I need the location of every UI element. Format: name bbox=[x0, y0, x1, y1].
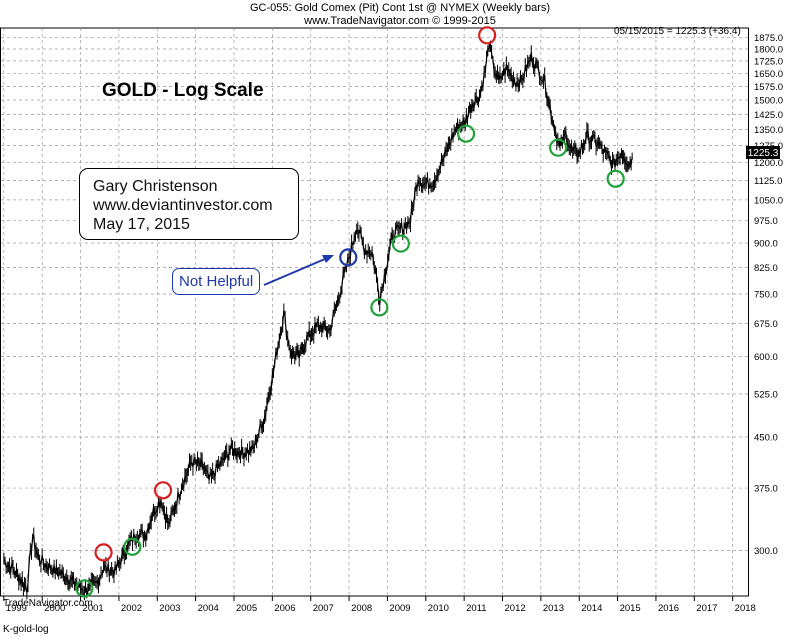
x-tick-label: 2011 bbox=[466, 603, 486, 614]
x-tick-label: 2010 bbox=[428, 603, 449, 614]
blue-circle-marker bbox=[339, 248, 358, 267]
y-tick-label: 600.0 bbox=[754, 352, 778, 363]
chart-markers bbox=[75, 26, 625, 598]
not-helpful-callout: Not Helpful bbox=[172, 268, 261, 295]
x-tick-label: 2017 bbox=[696, 603, 717, 614]
chart-header-line2: www.TradeNavigator.com © 1999-2015 bbox=[304, 15, 496, 27]
y-tick-label: 1875.0 bbox=[754, 33, 783, 44]
author-name: Gary Christenson bbox=[93, 178, 218, 195]
green-circle-marker bbox=[123, 537, 142, 556]
green-circle-marker bbox=[456, 124, 476, 143]
green-circle-marker bbox=[606, 169, 625, 188]
x-tick-label: 2006 bbox=[274, 603, 295, 614]
x-tick-label: 2009 bbox=[389, 603, 410, 614]
author-note-box: Gary Christenson www.deviantinvestor.com… bbox=[79, 168, 299, 240]
red-circle-marker bbox=[94, 543, 113, 562]
green-circle-marker bbox=[549, 138, 568, 157]
y-tick-label: 1800.0 bbox=[754, 44, 783, 55]
y-tick-label: 1725.0 bbox=[754, 56, 783, 67]
x-tick-label: 1999 bbox=[6, 603, 27, 614]
x-tick-label: 2018 bbox=[735, 603, 756, 614]
y-tick-label: 975.0 bbox=[754, 216, 778, 227]
y-tick-label: 825.0 bbox=[754, 263, 778, 274]
footer-source: TradeNavigator.com bbox=[3, 598, 93, 609]
chart-grid bbox=[0, 27, 749, 597]
y-tick-label: 1425.0 bbox=[754, 110, 783, 121]
author-date: May 17, 2015 bbox=[93, 216, 190, 233]
x-tick-label: 2012 bbox=[505, 603, 526, 614]
not-helpful-arrow-line bbox=[263, 255, 333, 286]
y-tick-label: 750.0 bbox=[754, 290, 778, 301]
not-helpful-arrowhead bbox=[322, 255, 334, 263]
red-circle-marker bbox=[478, 26, 497, 45]
price-series bbox=[3, 40, 633, 601]
author-website: www.deviantinvestor.com bbox=[93, 197, 273, 214]
x-tick-label: 2001 bbox=[83, 603, 104, 614]
x-tick-label: 2013 bbox=[543, 603, 564, 614]
y-tick-label: 1125.0 bbox=[754, 176, 782, 187]
y-tick-label: 1650.0 bbox=[754, 69, 783, 80]
chart-annotation-title: GOLD - Log Scale bbox=[102, 80, 264, 101]
y-tick-label: 525.0 bbox=[754, 389, 778, 400]
x-tick-label: 2014 bbox=[581, 603, 602, 614]
x-tick-label: 2000 bbox=[44, 603, 65, 614]
y-tick-label: 1575.0 bbox=[754, 82, 783, 93]
y-tick-label: 1050.0 bbox=[754, 195, 783, 206]
y-tick-label: 1500.0 bbox=[754, 96, 783, 107]
x-tick-label: 2004 bbox=[198, 603, 219, 614]
x-tick-label: 2003 bbox=[159, 603, 180, 614]
x-tick-label: 2005 bbox=[236, 603, 257, 614]
red-circle-marker bbox=[153, 481, 173, 500]
plot-frame bbox=[0, 27, 749, 597]
chart-header-line1: GC-055: Gold Comex (Pit) Cont 1st @ NYME… bbox=[249, 2, 551, 14]
green-circle-marker bbox=[75, 579, 94, 598]
x-tick-label: 2007 bbox=[313, 603, 334, 614]
x-tick-label: 2015 bbox=[620, 603, 641, 614]
last-price-box-text: 1225.3 bbox=[748, 148, 779, 159]
x-tick-label: 2008 bbox=[351, 603, 372, 614]
y-axis: 300.0 375.0 450.0 525.0 600.0 675.0 750.0 825.0… bbox=[754, 33, 783, 557]
green-circle-marker bbox=[370, 298, 389, 317]
y-tick-label: 675.0 bbox=[754, 319, 778, 330]
last-price-label: 05/15/2015 = 1225.3 (+36.4) bbox=[614, 26, 741, 37]
green-circle-marker bbox=[391, 234, 410, 253]
y-tick-label: 300.0 bbox=[754, 546, 778, 557]
y-tick-label: 1200.0 bbox=[754, 158, 783, 169]
x-tick-label: 2002 bbox=[121, 603, 142, 614]
y-tick-label: 450.0 bbox=[754, 433, 778, 444]
x-axis: 1999 2000 2001 2002 2003 2004 2005 2006 2007 2008… bbox=[3, 596, 756, 614]
x-tick-label: 2016 bbox=[658, 603, 679, 614]
y-tick-label: 900.0 bbox=[754, 238, 778, 249]
y-tick-label: 375.0 bbox=[754, 484, 778, 495]
footer-chart-id: K-gold-log bbox=[3, 624, 49, 635]
y-tick-label: 1350.0 bbox=[754, 125, 783, 136]
last-price-box bbox=[746, 146, 780, 159]
